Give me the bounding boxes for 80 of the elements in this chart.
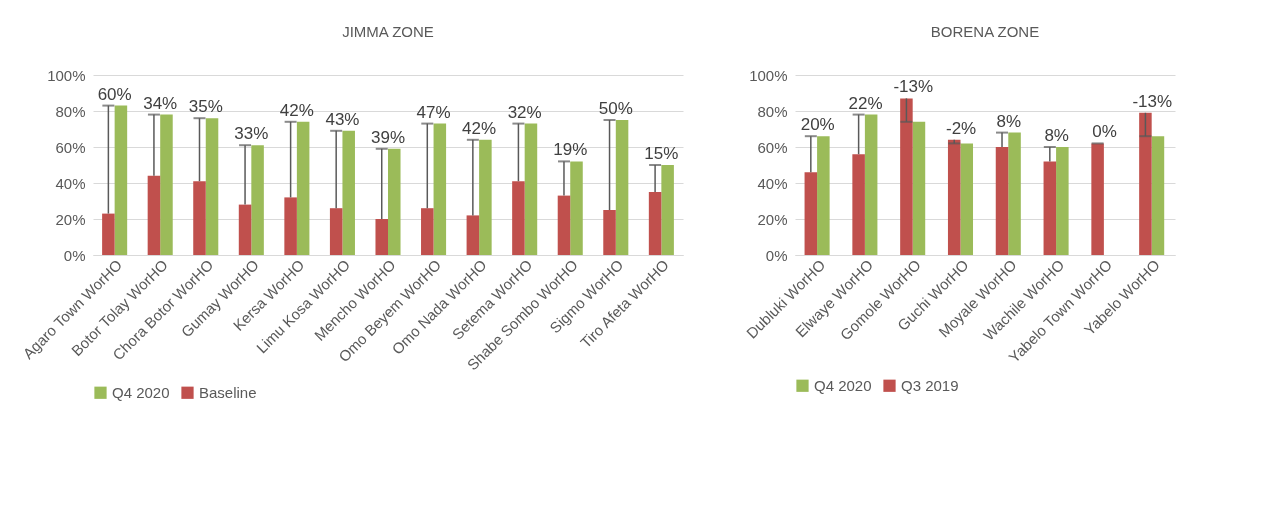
y-tick-label: 80% — [55, 102, 86, 120]
bar — [900, 98, 913, 255]
bar — [817, 136, 830, 255]
y-tick-label: 0% — [765, 246, 788, 264]
annotation: 15% — [644, 144, 679, 163]
bar — [995, 147, 1009, 255]
y-tick-label: 60% — [757, 138, 788, 156]
legend-label: Baseline — [199, 383, 257, 401]
bar — [160, 114, 173, 255]
annotation: 19% — [553, 140, 588, 160]
annotation: -13% — [893, 77, 934, 97]
annotation: 20% — [800, 115, 835, 135]
bar — [1091, 143, 1104, 255]
bar — [661, 165, 674, 255]
annotation: 32% — [507, 102, 542, 122]
bar — [852, 154, 865, 255]
y-tick-label: 100% — [47, 66, 86, 84]
annotation: 47% — [416, 102, 451, 122]
annotation: 33% — [234, 124, 269, 144]
bar — [238, 204, 252, 255]
annotation: 35% — [188, 97, 223, 117]
bar — [864, 114, 878, 255]
annotation: 34% — [143, 93, 178, 113]
annotation: 60% — [97, 84, 132, 104]
legend-label: Q4 2020 — [814, 376, 872, 394]
bar — [329, 208, 343, 255]
bar — [1139, 112, 1152, 255]
bar — [375, 219, 388, 255]
bar — [512, 181, 525, 255]
y-tick-label: 80% — [757, 102, 788, 120]
annotation: 22% — [848, 93, 883, 113]
bar — [570, 161, 583, 255]
legend-label: Q4 2020 — [112, 383, 170, 401]
y-tick-label: 40% — [757, 174, 788, 192]
y-tick-label: 0% — [63, 246, 86, 264]
bar — [960, 143, 974, 255]
bar — [421, 208, 434, 255]
bar — [524, 123, 538, 255]
bar — [466, 215, 480, 255]
bar — [102, 213, 115, 255]
bar — [114, 105, 128, 255]
bar — [284, 197, 297, 255]
annotation: 42% — [279, 100, 314, 120]
bar — [804, 172, 818, 255]
bar — [251, 145, 264, 255]
annotation: 0% — [1092, 122, 1117, 142]
bar — [615, 120, 629, 255]
bar — [557, 195, 571, 255]
bar — [205, 118, 219, 255]
bar — [1151, 136, 1165, 255]
legend-label: Q3 2019 — [901, 376, 959, 394]
bar — [479, 139, 492, 255]
bar — [1008, 132, 1021, 255]
annotation: -2% — [945, 118, 977, 138]
bar — [193, 181, 206, 255]
y-tick-label: 100% — [749, 66, 788, 84]
bar — [912, 121, 926, 255]
bar — [388, 148, 401, 255]
bar — [433, 123, 447, 255]
annotation: 43% — [325, 109, 360, 129]
y-tick-label: 20% — [757, 210, 788, 228]
y-tick-label: 20% — [55, 210, 86, 228]
bar — [342, 130, 355, 255]
bar — [603, 210, 616, 255]
annotation: -13% — [1132, 91, 1173, 111]
bar — [947, 139, 961, 255]
bar — [1056, 147, 1069, 255]
annotation: 8% — [996, 111, 1022, 131]
chart-title: JIMMA ZONE — [342, 23, 434, 40]
annotation: 50% — [598, 99, 633, 118]
y-tick-label: 40% — [55, 174, 86, 192]
bar — [648, 192, 662, 255]
bar — [296, 121, 310, 255]
annotation: 42% — [462, 118, 497, 138]
bar — [147, 175, 161, 255]
annotation: 39% — [370, 127, 406, 147]
chart-title: BORENA ZONE — [930, 23, 1040, 40]
y-tick-label: 60% — [55, 138, 86, 156]
bar — [1043, 161, 1057, 255]
annotation: 8% — [1044, 126, 1069, 145]
